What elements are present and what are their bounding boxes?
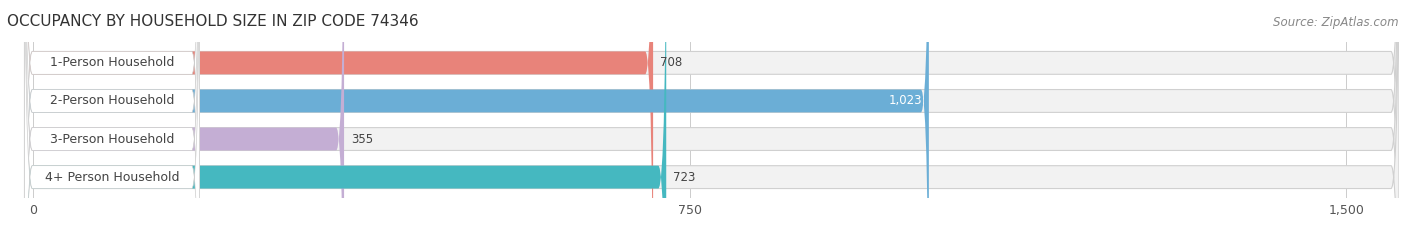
FancyBboxPatch shape: [24, 0, 929, 233]
Text: 1-Person Household: 1-Person Household: [49, 56, 174, 69]
FancyBboxPatch shape: [24, 0, 1399, 233]
FancyBboxPatch shape: [24, 0, 200, 233]
Text: 355: 355: [352, 133, 373, 146]
FancyBboxPatch shape: [24, 0, 200, 233]
FancyBboxPatch shape: [24, 0, 666, 233]
FancyBboxPatch shape: [24, 0, 1399, 233]
FancyBboxPatch shape: [24, 0, 1399, 233]
Text: 3-Person Household: 3-Person Household: [49, 133, 174, 146]
Text: OCCUPANCY BY HOUSEHOLD SIZE IN ZIP CODE 74346: OCCUPANCY BY HOUSEHOLD SIZE IN ZIP CODE …: [7, 14, 419, 29]
FancyBboxPatch shape: [24, 0, 1399, 233]
Text: 2-Person Household: 2-Person Household: [49, 94, 174, 107]
Text: 708: 708: [659, 56, 682, 69]
Text: 1,023: 1,023: [889, 94, 922, 107]
Text: 723: 723: [673, 171, 696, 184]
FancyBboxPatch shape: [24, 0, 654, 233]
FancyBboxPatch shape: [24, 0, 200, 233]
Text: 4+ Person Household: 4+ Person Household: [45, 171, 180, 184]
FancyBboxPatch shape: [24, 0, 344, 233]
FancyBboxPatch shape: [24, 0, 200, 233]
Text: Source: ZipAtlas.com: Source: ZipAtlas.com: [1274, 17, 1399, 29]
